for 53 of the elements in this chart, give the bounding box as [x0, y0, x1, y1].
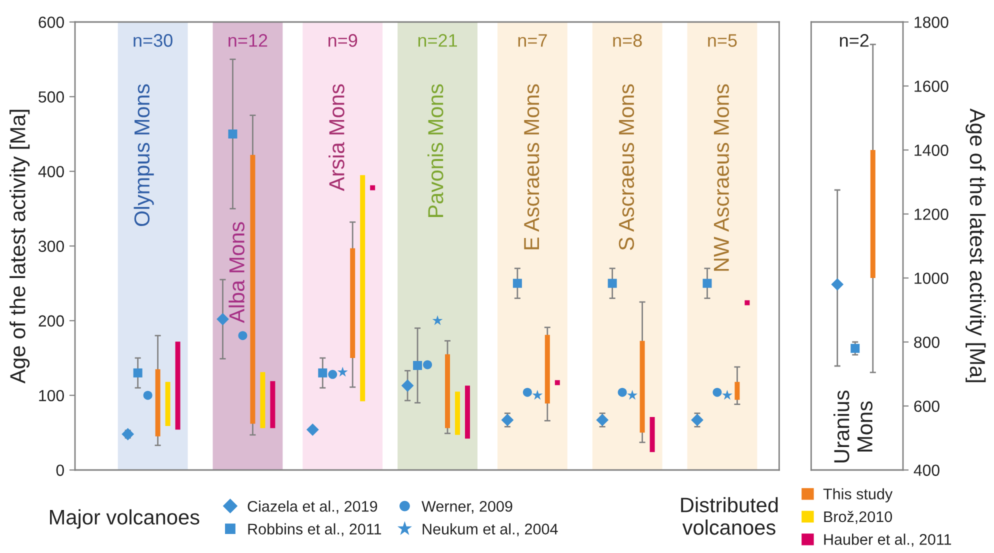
y-tick-label: 1200	[914, 208, 948, 220]
annotation: n=2	[840, 34, 869, 47]
category-label: E Ascraeus Mons	[524, 84, 540, 250]
y-tick-label: 1800	[914, 16, 948, 28]
category-label: Pavonis Mons	[427, 84, 444, 217]
y-axis-title: Age of the latest activity [Ma]	[966, 108, 986, 382]
text: Major volcanoes	[50, 509, 200, 529]
bar	[175, 342, 180, 430]
annotation: n=7	[518, 34, 547, 47]
y-tick-label: 800	[914, 336, 940, 348]
category-label: Arsia Mons	[328, 84, 344, 192]
bar	[445, 354, 450, 428]
bar	[734, 382, 740, 400]
legend-label: Werner, 2009	[422, 500, 512, 514]
y-axis-title: Age of the latest activity [Ma]	[10, 110, 30, 384]
legend-label: Ciazela et al., 2019	[248, 500, 378, 514]
legend-label: Brož,2010	[824, 510, 892, 524]
category-label: NW Ascraeus Mons	[714, 84, 729, 271]
y-tick-label: 500	[38, 91, 64, 103]
legend-label: This study	[823, 488, 893, 502]
bar	[155, 369, 160, 436]
bar	[454, 392, 460, 435]
legend-label: Hauber et al., 2011	[824, 534, 952, 547]
y-tick-label: 100	[39, 390, 64, 402]
category-label: S Ascraeus Mons	[618, 84, 634, 250]
annotation: n=5	[708, 34, 737, 47]
bar	[260, 372, 266, 428]
y-tick-label: 0	[56, 464, 64, 476]
y-tick-label: 300	[38, 240, 64, 252]
y-tick-label: 400	[38, 166, 64, 178]
y-tick-label: 1600	[914, 80, 948, 92]
bar	[464, 386, 470, 439]
bar	[350, 248, 356, 358]
annotation: n=21	[418, 34, 457, 47]
y-tick-label: 1400	[914, 144, 948, 156]
x-tick-label: Uranius Mons	[833, 390, 872, 462]
annotation: n=12	[228, 34, 268, 47]
legend-label: Neukum et al., 2004	[422, 523, 558, 536]
bar	[640, 340, 645, 433]
annotation: n=30	[134, 34, 172, 47]
y-tick-label: 400	[914, 464, 940, 476]
bar	[165, 382, 170, 426]
y-tick-label: 200	[38, 315, 64, 327]
y-tick-label: 600	[38, 16, 64, 28]
y-tick-label: 600	[914, 400, 940, 412]
bar	[270, 381, 276, 428]
category-label: Alba Mons	[228, 222, 244, 324]
text: Distributed volcanoes	[681, 497, 778, 535]
legend-label: Robbins et al., 2011	[248, 523, 382, 536]
annotation: n=9	[328, 34, 358, 47]
annotation: n=8	[613, 34, 642, 47]
y-tick-label: 1000	[914, 272, 948, 284]
category-label: Olympus Mons	[134, 84, 154, 226]
